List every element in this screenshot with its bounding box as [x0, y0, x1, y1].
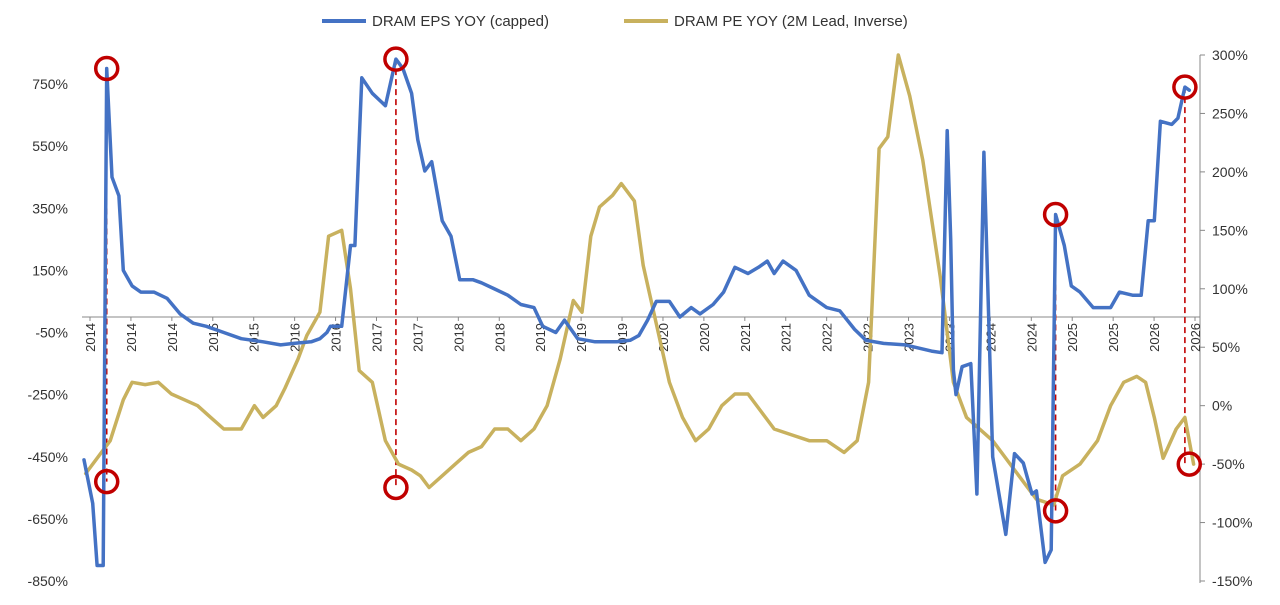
x-tick-label: 2014	[165, 323, 180, 352]
left-tick-label: -50%	[35, 325, 68, 341]
x-tick-label: 2017	[369, 323, 384, 352]
left-tick-label: 150%	[32, 262, 68, 278]
x-tick-label: 2020	[697, 323, 712, 352]
left-tick-label: -850%	[28, 573, 68, 589]
x-tick-label: 2017	[410, 323, 425, 352]
x-tick-label: 2025	[1106, 323, 1121, 352]
highlight-circle-marker	[383, 46, 409, 72]
x-tick-label: 2021	[779, 323, 794, 352]
legend-pe-label: DRAM PE YOY (2M Lead, Inverse)	[674, 13, 908, 30]
left-tick-label: -250%	[28, 387, 68, 403]
legend: DRAM EPS YOY (capped) DRAM PE YOY (2M Le…	[322, 13, 908, 30]
x-tick-label: 2018	[451, 323, 466, 352]
right-tick-label: -50%	[1212, 456, 1245, 472]
right-tick-label: 200%	[1212, 164, 1248, 180]
x-tick-label: 2018	[492, 323, 507, 352]
x-tick-label: 2014	[124, 323, 139, 352]
x-tick-label: 2022	[820, 323, 835, 352]
x-axis: 2014 2014 2014 2015 2015 2016 2016 2017 2017 2018…	[82, 316, 1203, 352]
highlight-circle-marker	[1172, 74, 1198, 100]
x-tick-label: 2019	[574, 323, 589, 352]
eps-series-line	[82, 57, 1192, 568]
right-tick-label: -150%	[1212, 573, 1252, 589]
x-tick-label: 2016	[329, 323, 344, 352]
x-tick-label: 2015	[247, 323, 262, 352]
left-tick-label: 550%	[32, 138, 68, 154]
right-tick-label: 250%	[1212, 105, 1248, 121]
right-tick-label: 300%	[1212, 47, 1248, 63]
right-tick-label: 100%	[1212, 281, 1248, 297]
x-tick-label: 2021	[738, 323, 753, 352]
x-tick-label: 2019	[615, 323, 630, 352]
x-tick-label: 2016	[288, 323, 303, 352]
left-tick-label: -650%	[28, 511, 68, 527]
series-lines	[82, 53, 1196, 568]
right-tick-label: 0%	[1212, 398, 1232, 414]
right-axis: -150% -100% -50% 0% 50% 100% 150% 200% 250% 300%	[1199, 47, 1252, 589]
x-tick-label: 2026	[1188, 323, 1203, 352]
legend-eps-label: DRAM EPS YOY (capped)	[372, 13, 549, 30]
right-tick-label: 150%	[1212, 222, 1248, 238]
left-tick-label: 750%	[32, 76, 68, 92]
highlight-markers	[93, 46, 1203, 524]
pe-series-line	[83, 53, 1196, 507]
left-tick-label: -450%	[28, 449, 68, 465]
x-tick-label: 2026	[1147, 323, 1162, 352]
x-tick-label: 2025	[1065, 323, 1080, 352]
x-tick-label: 2024	[1024, 323, 1039, 352]
highlight-circle-marker	[1042, 498, 1069, 524]
marker-dashes	[105, 59, 1186, 511]
left-axis: -850% -650% -450% -250% -50% 150% 350% 550% 750%	[28, 76, 68, 589]
right-tick-label: -100%	[1212, 515, 1252, 531]
left-tick-label: 350%	[32, 200, 68, 216]
x-tick-label: 2014	[83, 323, 98, 352]
highlight-circle-marker	[1042, 201, 1069, 228]
highlight-circle-marker	[383, 474, 409, 501]
highlight-circle-marker	[1176, 451, 1203, 477]
right-tick-label: 50%	[1212, 339, 1240, 355]
highlight-circle-marker	[93, 468, 120, 495]
x-tick-label: 2019	[533, 323, 548, 352]
highlight-circle-marker	[93, 55, 120, 82]
